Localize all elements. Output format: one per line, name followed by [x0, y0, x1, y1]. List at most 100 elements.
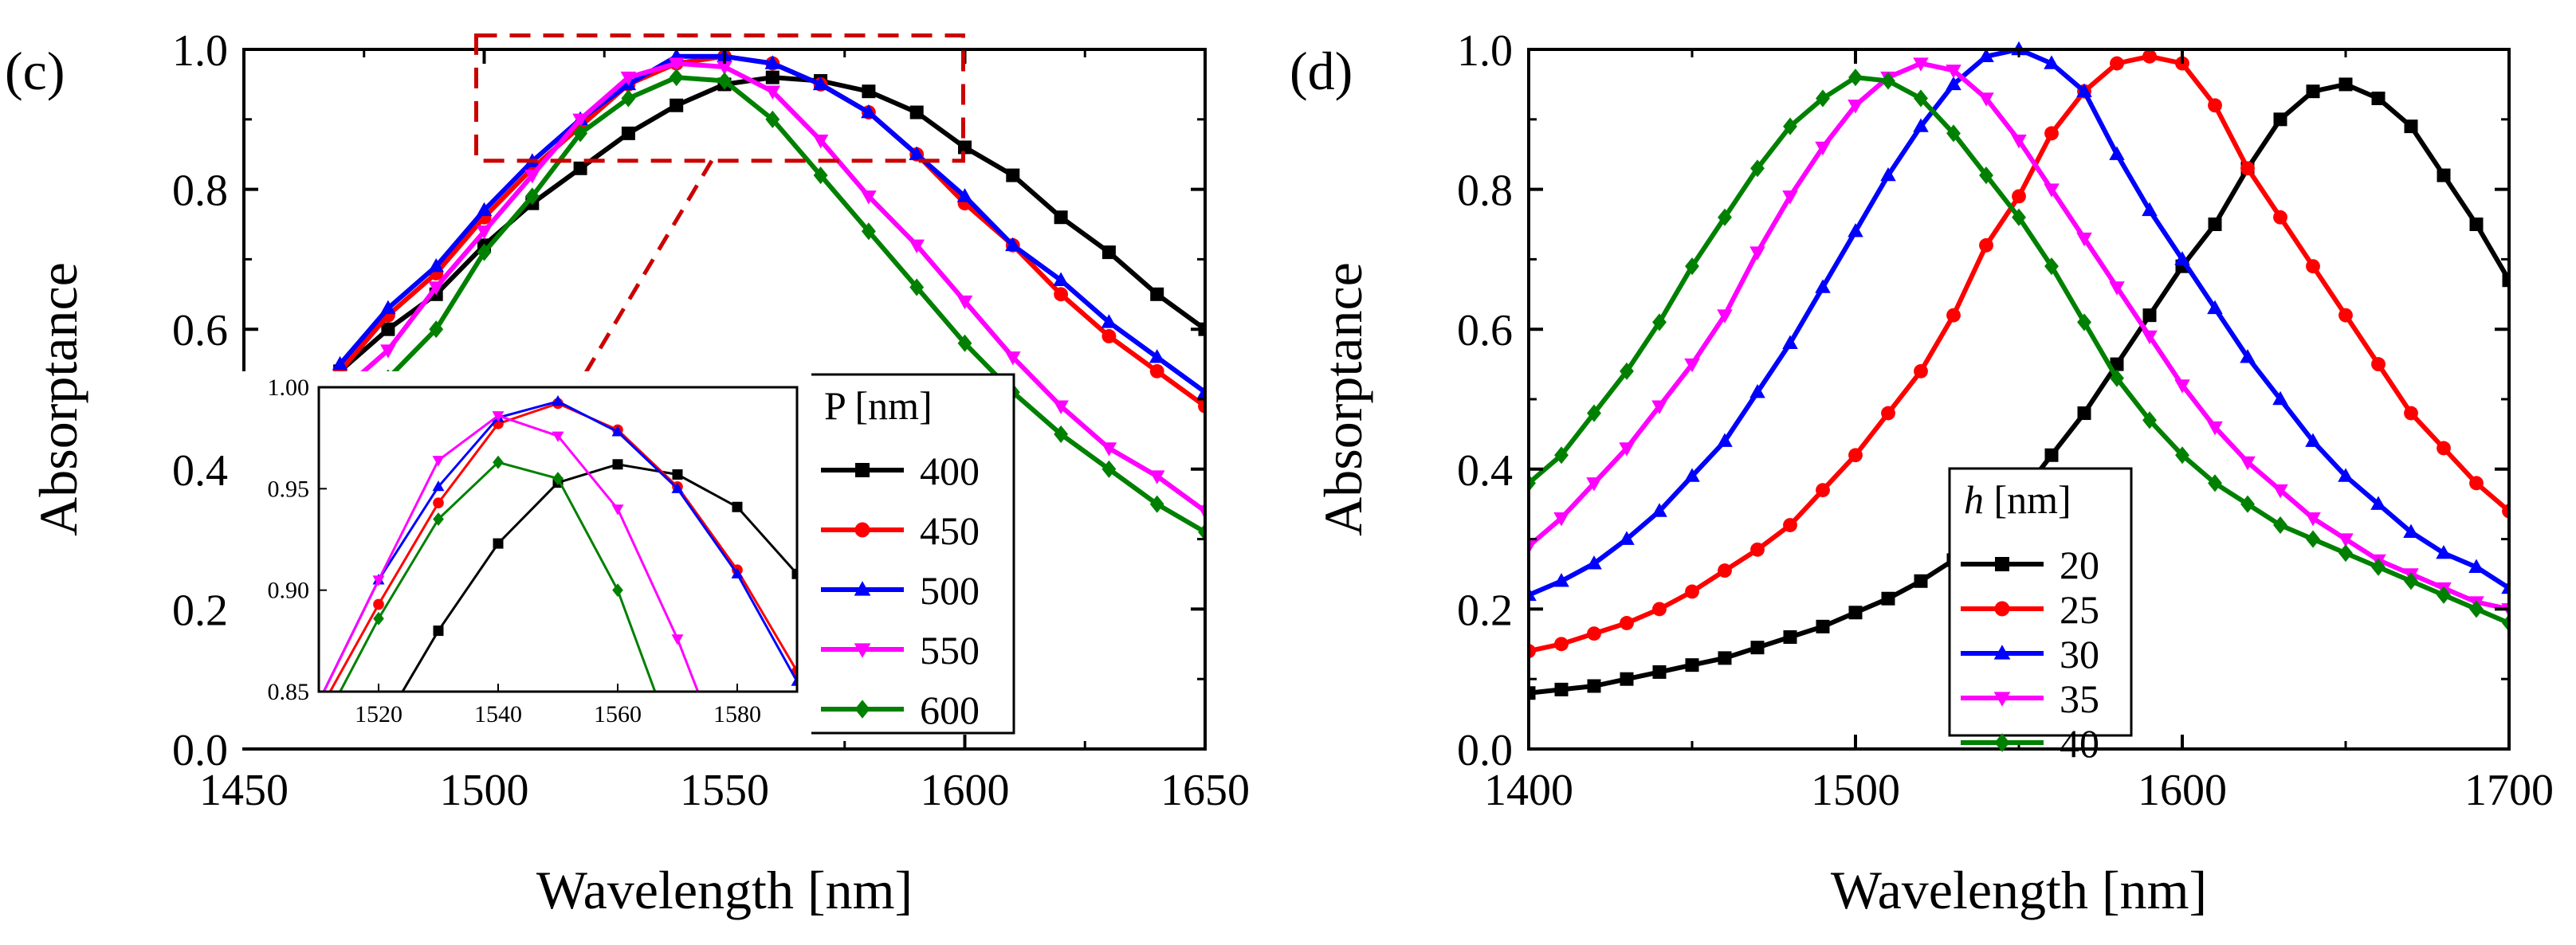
panel-c-marker-550: [956, 295, 973, 310]
panel-d-marker-25: [1881, 406, 1895, 421]
zoom-box: [474, 33, 965, 163]
panel-c-marker-550: [1149, 470, 1165, 484]
panel-d-marker-20: [1685, 658, 1699, 672]
panel-c-marker-400: [1150, 287, 1164, 301]
y-tick-label: 0.6: [172, 306, 228, 355]
panel-d-marker-40: [1750, 159, 1765, 178]
panel-d-marker-30: [2403, 523, 2419, 539]
panel-d-marker-20: [1718, 651, 1732, 665]
panel-d-series-25: [1529, 49, 2509, 659]
inset: 1520 1540 1560 1580 0.85 0.90 0.95 1.00: [231, 371, 811, 747]
panel-d-marker-40: [1816, 89, 1830, 108]
panel-d-marker-25: [2371, 357, 2386, 372]
panel-c-marker-400: [1101, 245, 1116, 260]
x-tick-label: 1700: [2464, 766, 2554, 815]
panel-d-marker-40: [2175, 446, 2189, 465]
panel-c-marker-500: [332, 355, 348, 371]
panel-c-marker-550: [764, 85, 781, 100]
panel-d-marker-30: [1717, 433, 1733, 447]
x-tick-label: 1450: [199, 766, 289, 815]
panel-d-marker-35: [2240, 456, 2256, 471]
legend-title: h [nm]: [1964, 477, 2071, 522]
panel-d-marker-40: [2306, 530, 2320, 548]
panel-d-marker-40: [1946, 124, 1961, 143]
panel-c-marker-500: [1101, 314, 1117, 328]
panel-d-marker-25: [2502, 504, 2509, 519]
panel-d-marker-35: [1586, 477, 1602, 492]
panel-c-marker-400: [1006, 168, 1020, 182]
panel-d-marker-20: [2142, 308, 2157, 323]
panel-d-marker-40: [1718, 208, 1732, 226]
panel-d-marker-25: [2142, 49, 2157, 64]
x-tick-label: 1550: [680, 766, 769, 815]
panel-d-marker-25: [1750, 542, 1765, 557]
panel-d-marker-25: [2469, 476, 2484, 491]
panel-c-marker-600: [813, 166, 828, 185]
inset-marker-500: [791, 675, 797, 686]
legend-label-20: 20: [2060, 543, 2099, 587]
panel-d-marker-25: [1914, 363, 1928, 378]
panel-c-marker-400: [1054, 210, 1068, 225]
panel-d-marker-25: [2110, 56, 2124, 71]
x-tick-label: 1400: [1484, 766, 1573, 815]
panel-d-marker-30: [1529, 586, 1537, 602]
panel-d-marker-25: [2240, 161, 2255, 176]
legend-label-600: 600: [920, 688, 980, 732]
panel-d-marker-40: [1783, 117, 1797, 135]
panel-d-marker-40: [2142, 411, 2157, 429]
inset-marker-550: [671, 634, 684, 645]
panel-c-marker-550: [572, 113, 588, 127]
panel-c-marker-400: [621, 126, 635, 140]
panel-c-marker-450: [1054, 287, 1069, 302]
legend-marker-25: [1994, 601, 2010, 617]
inset-frame: [317, 386, 799, 693]
panel-c-marker-600: [1198, 523, 1205, 541]
panel-c-marker-450: [1198, 398, 1205, 414]
panel-c-marker-550: [620, 71, 637, 86]
inset-x-tick-label: 1520: [355, 701, 402, 727]
panel-d-marker-40: [2273, 516, 2287, 535]
panel-c-marker-400: [765, 70, 779, 84]
panel-d-marker-35: [2076, 232, 2092, 247]
panel-d-marker-30: [1880, 167, 1896, 182]
panel-c-marker-600: [669, 69, 684, 87]
inset-marker-550: [552, 431, 564, 442]
panel-d-marker-30: [2109, 146, 2125, 160]
panel-c-marker-500: [812, 76, 829, 91]
panel-d-marker-40: [1914, 89, 1928, 108]
y-tick-label: 1.0: [1457, 26, 1513, 76]
x-tick-label: 1650: [1160, 766, 1250, 815]
legend-marker-500: [854, 581, 871, 596]
legend-label-400: 400: [920, 449, 980, 493]
inset-y-tick-label: 0.95: [268, 476, 310, 502]
panel-d-marker-20: [2371, 91, 2386, 105]
legend-marker-550: [854, 643, 871, 658]
panel-c-marker-600: [765, 110, 780, 128]
panel-d-marker-35: [1749, 246, 1765, 261]
panel-c-marker-400: [573, 161, 587, 175]
panel-d-marker-40: [2338, 544, 2353, 563]
legend-marker-30: [1993, 645, 2011, 660]
inset-marker-500: [731, 567, 744, 578]
panel-c-marker-450: [1149, 363, 1164, 378]
panel-d-marker-25: [1554, 637, 1569, 652]
inset-marker-550: [492, 411, 505, 422]
inset-marker-500: [432, 480, 445, 492]
panel-d-marker-20: [1652, 665, 1667, 679]
panel-c-marker-550: [1101, 442, 1117, 457]
panel-d-marker-30: [1586, 555, 1602, 570]
y-axis-title: Absorptance: [28, 262, 88, 536]
panel-d-marker-35: [1684, 358, 1700, 373]
panel-d-marker-30: [2468, 559, 2484, 573]
panel-d-marker-30: [1619, 531, 1635, 545]
panel-c-marker-500: [764, 55, 781, 69]
inset-marker-600: [373, 611, 384, 625]
panel-c-marker-450: [1101, 329, 1117, 343]
panel-d-marker-20: [2110, 357, 2124, 371]
panel-c-marker-550: [861, 190, 877, 205]
panel-d-marker-40: [2077, 313, 2091, 331]
panel-d-marker-40: [2240, 495, 2255, 513]
panel-d-marker-40: [2469, 600, 2484, 618]
panel-d-marker-20: [1529, 686, 1536, 700]
